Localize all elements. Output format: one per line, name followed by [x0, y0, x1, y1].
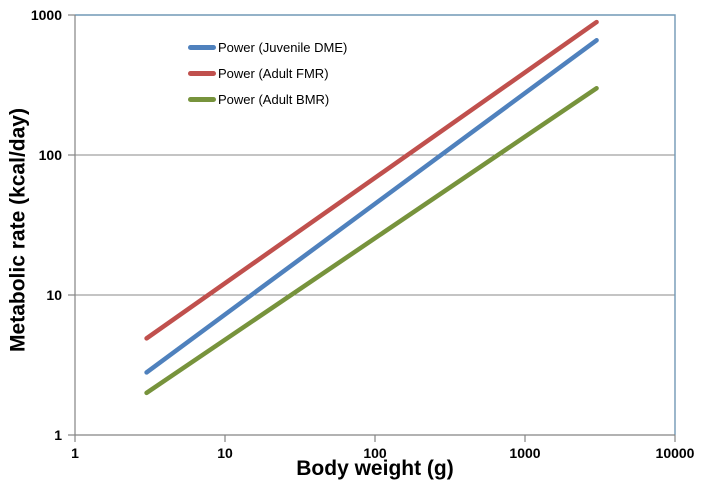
x-tick-label-100: 100 — [363, 445, 387, 461]
legend-item-adult-fmr: Power (Adult FMR) — [188, 65, 347, 82]
y-tick-label-100: 100 — [38, 147, 62, 163]
x-tick-label-1: 1 — [71, 445, 79, 461]
legend-item-adult-bmr: Power (Adult BMR) — [188, 91, 347, 108]
legend-swatch-juvenile-dme-icon — [188, 45, 216, 50]
series-line-power-juvenile-dme — [144, 38, 599, 375]
x-axis-title: Body weight (g) — [296, 457, 454, 480]
legend-item-juvenile-dme: Power (Juvenile DME) — [188, 39, 347, 56]
x-tick-label-10: 10 — [217, 445, 233, 461]
y-tick-label-1: 1 — [54, 427, 62, 443]
series-line-power-adult-fmr — [144, 19, 599, 341]
plot-frame — [75, 14, 676, 435]
series-line-power-adult-bmr — [144, 85, 599, 396]
legend-label-adult-bmr: Power (Adult BMR) — [218, 92, 330, 107]
y-tick-label-10: 10 — [46, 287, 62, 303]
legend-swatch-adult-bmr-icon — [188, 97, 216, 102]
legend: Power (Juvenile DME) Power (Adult FMR) P… — [188, 39, 347, 117]
x-tick-label-10000: 10000 — [655, 445, 695, 461]
y-axis-title: Metabolic rate (kcal/day) — [6, 108, 30, 352]
legend-swatch-adult-fmr-icon — [188, 71, 216, 76]
legend-label-juvenile-dme: Power (Juvenile DME) — [218, 40, 348, 55]
x-tick-label-1000: 1000 — [509, 445, 541, 461]
y-tick-label-1000: 1000 — [30, 7, 62, 23]
legend-label-adult-fmr: Power (Adult FMR) — [218, 66, 329, 81]
